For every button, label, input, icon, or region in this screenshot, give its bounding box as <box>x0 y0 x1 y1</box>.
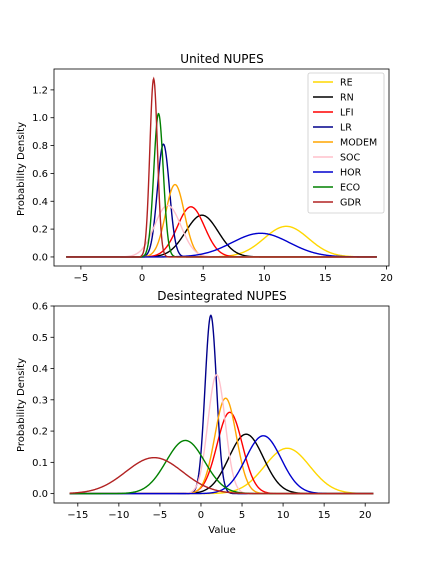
x-tick-label: 15 <box>318 510 331 521</box>
legend-label-soc: SOC <box>340 153 361 164</box>
x-axis-label: Value <box>208 525 235 536</box>
x-tick-label: 5 <box>200 273 206 284</box>
y-tick-label: 0.0 <box>32 489 48 500</box>
y-tick-label: 0.4 <box>32 197 48 208</box>
legend-label-lr: LR <box>340 123 352 134</box>
legend-label-modem: MODEM <box>340 138 377 149</box>
y-tick-label: 0.1 <box>32 458 48 469</box>
x-tick-label: 15 <box>319 273 332 284</box>
legend: RE RN LFI LR MODEM SOC HOR ECO GDR <box>308 73 384 213</box>
x-tick-label: −15 <box>67 510 88 521</box>
x-tick-label: 20 <box>359 510 372 521</box>
y-tick-label: 0.4 <box>32 364 48 375</box>
y-axis-label: Probability Density <box>16 122 27 216</box>
x-tick-label: 0 <box>139 273 145 284</box>
y-tick-label: 0.2 <box>32 225 48 236</box>
legend-label-eco: ECO <box>340 183 360 194</box>
y-tick-label: 0.6 <box>32 169 48 180</box>
chart-title: United NUPES <box>180 52 263 66</box>
y-axis-label: Probability Density <box>16 358 27 452</box>
legend-label-rn: RN <box>340 93 354 104</box>
y-tick-label: 1.0 <box>32 113 48 124</box>
series-line-rn <box>66 215 377 257</box>
series-line-soc <box>70 375 374 494</box>
y-tick-label: 0.5 <box>32 333 48 344</box>
chart-panel-united: United NUPES Probability Density −5 0 5 10 1… <box>16 52 393 284</box>
x-tick-label: 0 <box>198 510 204 521</box>
series-line-lfi <box>66 207 377 257</box>
x-tick-label: 20 <box>380 273 393 284</box>
legend-label-hor: HOR <box>340 168 362 179</box>
chart-panel-desintegrated: Desintegrated NUPES Probability Density … <box>16 289 389 536</box>
x-tick-label: 5 <box>239 510 245 521</box>
plot-area: −15 −10 −5 0 5 10 15 20 0.0 0.1 0.2 0.3 0.4 0.5 0.6 <box>32 302 389 522</box>
x-tick-label: 10 <box>277 510 290 521</box>
y-tick-label: 0.2 <box>32 427 48 438</box>
y-tick-label: 0.0 <box>32 252 48 263</box>
legend-label-lfi: LFI <box>340 108 354 119</box>
x-tick-label: 10 <box>258 273 271 284</box>
series-line-lfi <box>70 412 374 493</box>
y-tick-label: 0.6 <box>32 302 48 313</box>
legend-label-re: RE <box>340 78 353 89</box>
x-tick-label: −5 <box>74 273 89 284</box>
y-tick-label: 1.2 <box>32 85 48 96</box>
y-tick-label: 0.3 <box>32 395 48 406</box>
x-tick-label: −5 <box>153 510 168 521</box>
y-tick-label: 0.8 <box>32 141 48 152</box>
legend-label-gdr: GDR <box>340 198 362 209</box>
chart-title: Desintegrated NUPES <box>157 289 287 303</box>
x-tick-label: −10 <box>108 510 129 521</box>
